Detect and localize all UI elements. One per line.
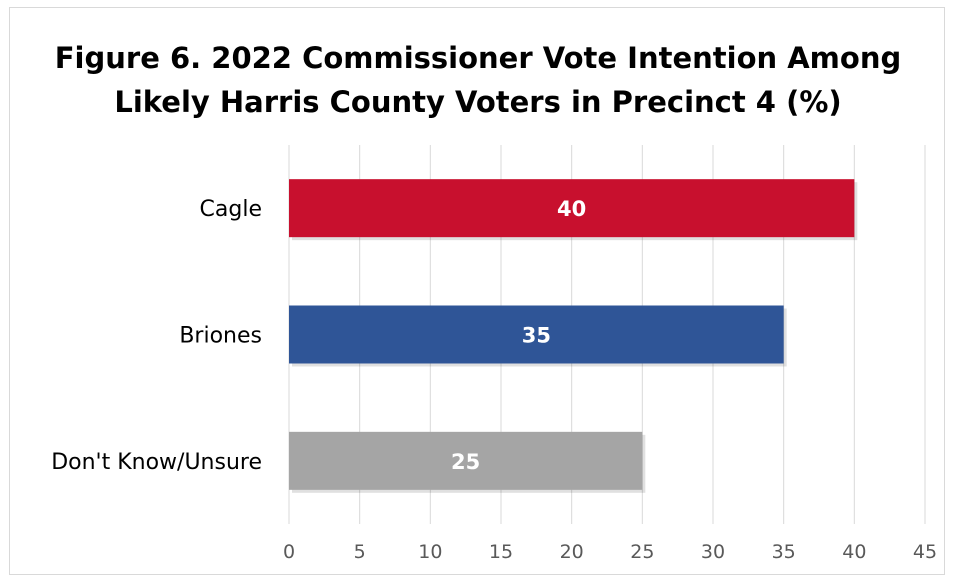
data-labels: 40 35 25 xyxy=(451,197,586,474)
chart-title-line-2: Likely Harris County Voters in Precinct … xyxy=(114,85,842,119)
data-label: 40 xyxy=(557,197,586,221)
category-labels: Cagle Briones Don't Know/Unsure xyxy=(51,197,262,475)
x-tick-label: 0 xyxy=(283,541,295,563)
category-label: Briones xyxy=(179,324,262,349)
x-tick-label: 35 xyxy=(772,541,796,563)
x-tick-label: 40 xyxy=(842,541,866,563)
x-tick-label: 30 xyxy=(701,541,725,563)
category-label: Don't Know/Unsure xyxy=(51,450,262,475)
x-tick-label: 10 xyxy=(418,541,442,563)
x-tick-labels: 0 5 10 15 20 25 30 35 40 45 xyxy=(283,541,937,563)
x-tick-label: 5 xyxy=(354,541,366,563)
x-tick-label: 45 xyxy=(913,541,937,563)
bar xyxy=(289,179,855,238)
x-tick-label: 25 xyxy=(630,541,654,563)
x-tick-label: 15 xyxy=(489,541,513,563)
data-label: 25 xyxy=(451,450,480,474)
bar xyxy=(289,305,784,364)
data-label: 35 xyxy=(522,324,551,348)
chart-title-line-1: Figure 6. 2022 Commissioner Vote Intenti… xyxy=(54,41,902,75)
category-label: Cagle xyxy=(200,197,262,222)
bar xyxy=(289,431,643,490)
bars xyxy=(289,179,858,493)
x-tick-label: 20 xyxy=(560,541,584,563)
